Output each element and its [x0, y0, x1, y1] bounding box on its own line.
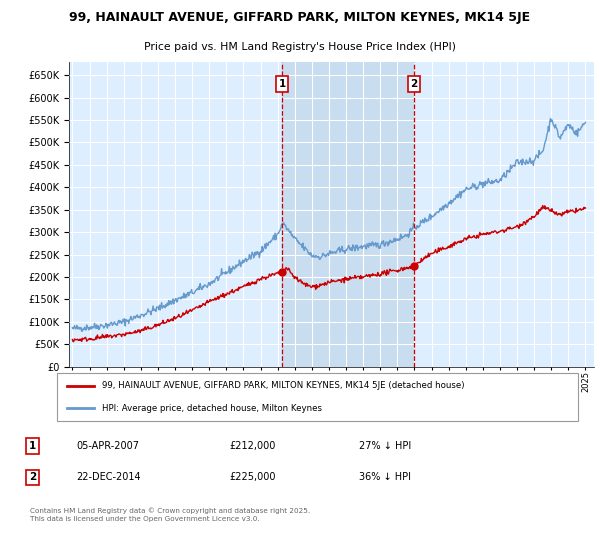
Text: Contains HM Land Registry data © Crown copyright and database right 2025.
This d: Contains HM Land Registry data © Crown c…: [29, 508, 310, 521]
Text: 27% ↓ HPI: 27% ↓ HPI: [359, 441, 411, 451]
Text: HPI: Average price, detached house, Milton Keynes: HPI: Average price, detached house, Milt…: [101, 404, 322, 413]
FancyBboxPatch shape: [56, 374, 578, 421]
Text: 99, HAINAULT AVENUE, GIFFARD PARK, MILTON KEYNES, MK14 5JE (detached house): 99, HAINAULT AVENUE, GIFFARD PARK, MILTO…: [101, 381, 464, 390]
Text: 05-APR-2007: 05-APR-2007: [77, 441, 140, 451]
Text: 1: 1: [278, 79, 286, 89]
Text: Price paid vs. HM Land Registry's House Price Index (HPI): Price paid vs. HM Land Registry's House …: [144, 42, 456, 52]
Bar: [282, 62, 414, 367]
Text: 2: 2: [410, 79, 418, 89]
Text: £225,000: £225,000: [229, 473, 276, 482]
Text: 36% ↓ HPI: 36% ↓ HPI: [359, 473, 411, 482]
Text: 2: 2: [29, 473, 36, 482]
Text: 22-DEC-2014: 22-DEC-2014: [77, 473, 141, 482]
Text: 1: 1: [29, 441, 36, 451]
Text: £212,000: £212,000: [229, 441, 276, 451]
Text: 99, HAINAULT AVENUE, GIFFARD PARK, MILTON KEYNES, MK14 5JE: 99, HAINAULT AVENUE, GIFFARD PARK, MILTO…: [70, 11, 530, 24]
